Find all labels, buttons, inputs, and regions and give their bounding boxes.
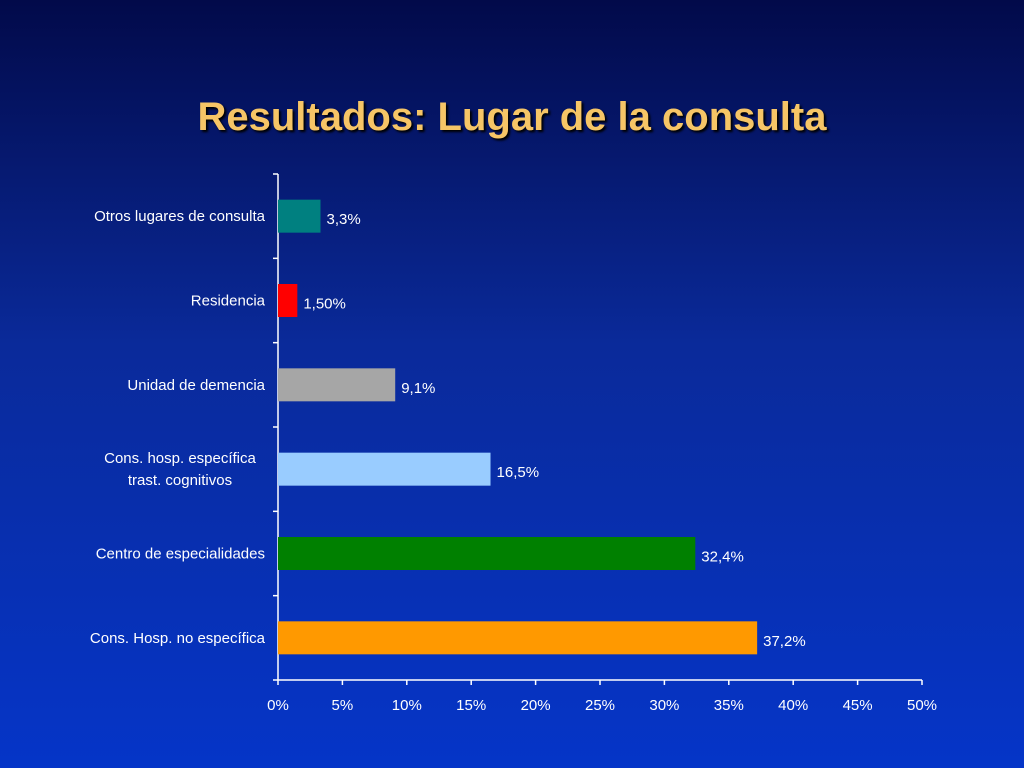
bar: [278, 537, 696, 570]
value-label: 3,3%: [327, 211, 361, 228]
value-label: 32,4%: [701, 549, 744, 566]
x-tick-label: 35%: [714, 697, 744, 714]
value-label: 9,1%: [401, 380, 435, 397]
category-label: Otros lugares de consulta: [94, 208, 266, 225]
x-tick-label: 0%: [267, 697, 289, 714]
value-label: 1,50%: [303, 296, 346, 313]
category-label: Unidad de demencia: [127, 377, 265, 394]
value-label: 37,2%: [763, 633, 806, 650]
bar: [278, 284, 298, 317]
bar: [278, 621, 758, 655]
bar: [278, 452, 491, 486]
category-label: Cons. Hosp. no específica: [90, 630, 266, 647]
x-tick-label: 45%: [843, 697, 873, 714]
value-label: 16,5%: [497, 464, 540, 481]
x-tick-label: 50%: [907, 697, 937, 714]
category-label: Centro de especialidades: [96, 546, 265, 563]
x-tick-label: 30%: [649, 697, 679, 714]
category-label-line: trast. cognitivos: [128, 472, 232, 489]
x-tick-label: 25%: [585, 697, 615, 714]
category-label-line: Cons. hosp. específica: [104, 450, 256, 467]
x-tick-label: 15%: [456, 697, 486, 714]
bar: [278, 368, 396, 402]
category-label: Residencia: [191, 293, 266, 310]
category-label: Cons. hosp. específica trast. cognitivos: [104, 450, 256, 489]
bar: [278, 199, 321, 233]
x-tick-label: 20%: [521, 697, 551, 714]
x-tick-label: 5%: [332, 697, 354, 714]
slide-title: Resultados: Lugar de la consulta: [197, 95, 827, 139]
x-tick-label: 40%: [778, 697, 808, 714]
x-tick-label: 10%: [392, 697, 422, 714]
